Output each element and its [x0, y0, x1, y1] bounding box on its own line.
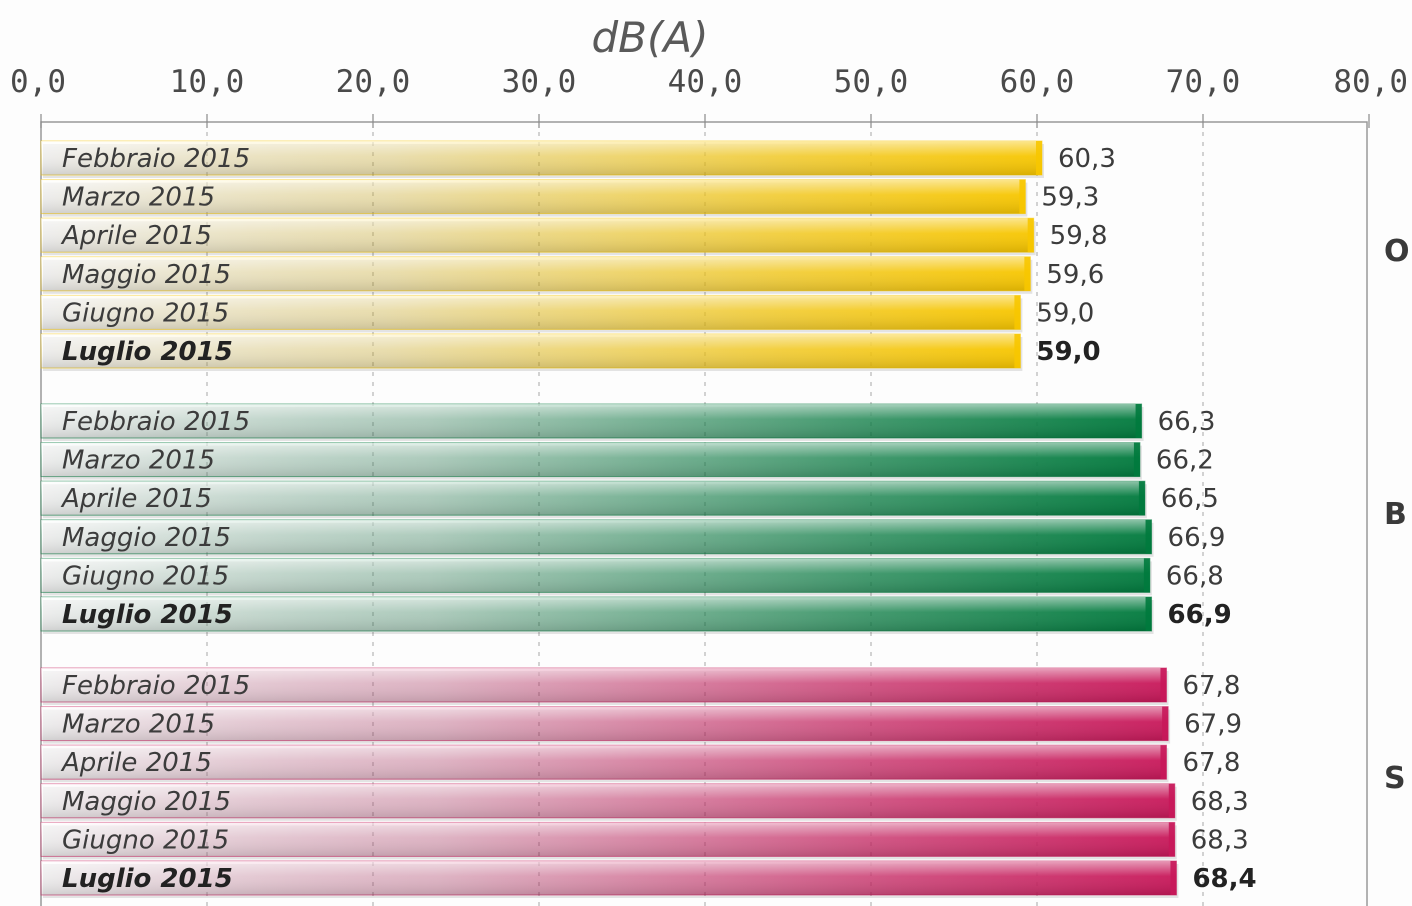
bar-highlight — [41, 706, 1169, 741]
category-label: Luglio 2015 — [62, 600, 233, 630]
bar-highlight — [41, 295, 1021, 330]
x-tick-label: 60,0 — [1000, 64, 1075, 100]
bar-end-cap — [1143, 558, 1150, 593]
category-label: Marzo 2015 — [62, 446, 215, 476]
value-label: 59,0 — [1036, 298, 1094, 328]
x-tick-label: 0,0 — [10, 64, 66, 100]
category-label: Giugno 2015 — [62, 561, 229, 591]
category-label: Maggio 2015 — [62, 787, 231, 817]
category-label: Luglio 2015 — [62, 337, 233, 367]
category-label: Aprile 2015 — [60, 748, 212, 778]
value-label: 59,0 — [1036, 337, 1100, 367]
bar-highlight — [41, 519, 1152, 554]
bar-highlight — [41, 822, 1175, 857]
value-label: 67,8 — [1182, 671, 1240, 701]
bar-end-cap — [1024, 256, 1031, 291]
x-tick-label: 50,0 — [834, 64, 909, 100]
bar-group-b: Febbraio 2015 66,3 Marzo 2015 66,2 Aprile 20… — [40, 403, 1407, 634]
bar-end-cap — [1019, 179, 1026, 214]
group-label: S — [1384, 761, 1406, 796]
category-label: Giugno 2015 — [62, 825, 229, 855]
bar-end-cap — [1168, 822, 1175, 857]
category-label: Maggio 2015 — [62, 260, 231, 290]
bar-end-cap — [1014, 334, 1021, 368]
bar-end-cap — [1133, 442, 1140, 477]
bar-highlight — [41, 597, 1152, 631]
category-label: Febbraio 2015 — [62, 407, 250, 437]
value-label: 66,9 — [1168, 523, 1226, 553]
category-label: Aprile 2015 — [60, 484, 212, 514]
value-label: 66,3 — [1158, 407, 1216, 437]
bar-end-cap — [1160, 745, 1167, 780]
value-label: 66,8 — [1166, 561, 1224, 591]
category-label: Febbraio 2015 — [62, 671, 250, 701]
bar-highlight — [41, 558, 1150, 593]
value-label: 68,3 — [1191, 787, 1249, 817]
bar-end-cap — [1138, 481, 1145, 516]
value-label: 68,4 — [1192, 864, 1256, 894]
x-tick-label: 70,0 — [1166, 64, 1241, 100]
value-label: 59,6 — [1046, 260, 1104, 290]
value-label: 59,3 — [1041, 183, 1099, 213]
bar-highlight — [41, 745, 1167, 780]
value-label: 67,8 — [1182, 748, 1240, 778]
category-label: Giugno 2015 — [62, 298, 229, 328]
category-label: Aprile 2015 — [60, 221, 212, 251]
bar-end-cap — [1145, 597, 1152, 631]
bar-group-o: Febbraio 2015 60,3 Marzo 2015 59,3 Aprile 20… — [40, 140, 1410, 371]
x-axis-ticks: 0,0 10,0 20,0 30,0 40,0 50,0 60,0 70,0 80,0 — [10, 64, 1408, 128]
value-label: 60,3 — [1058, 144, 1116, 174]
category-label: Febbraio 2015 — [62, 144, 250, 174]
bar-end-cap — [1170, 861, 1177, 895]
value-label: 68,3 — [1191, 825, 1249, 855]
bar-groups: Febbraio 2015 60,3 Marzo 2015 59,3 Aprile 20… — [40, 140, 1410, 898]
category-label: Luglio 2015 — [62, 864, 233, 894]
x-tick-label: 40,0 — [668, 64, 743, 100]
x-tick-label: 10,0 — [170, 64, 245, 100]
bar-highlight — [41, 668, 1167, 702]
bar-highlight — [41, 404, 1142, 438]
value-label: 66,9 — [1168, 600, 1232, 630]
bar-end-cap — [1162, 706, 1169, 741]
x-tick-label: 20,0 — [336, 64, 411, 100]
group-label: B — [1384, 497, 1407, 532]
value-label: 59,8 — [1050, 221, 1108, 251]
x-tick-label: 80,0 — [1333, 64, 1408, 100]
category-label: Maggio 2015 — [62, 523, 231, 553]
bar-end-cap — [1035, 141, 1042, 175]
value-label: 66,2 — [1156, 446, 1214, 476]
bar-highlight — [41, 218, 1034, 253]
bar-highlight — [41, 442, 1140, 477]
x-axis-title: dB(A) — [592, 13, 709, 62]
bar-end-cap — [1145, 519, 1152, 554]
bar-highlight — [41, 256, 1031, 291]
bar-end-cap — [1027, 218, 1034, 253]
group-label: O — [1384, 234, 1410, 269]
bar-end-cap — [1160, 668, 1167, 702]
bar-highlight — [41, 481, 1145, 516]
category-label: Marzo 2015 — [62, 183, 215, 213]
value-label: 67,9 — [1184, 710, 1242, 740]
plot-area-frame — [40, 121, 1368, 906]
x-tick-label: 30,0 — [502, 64, 577, 100]
bar-group-s: Febbraio 2015 67,8 Marzo 2015 67,9 Aprile 20… — [40, 667, 1406, 898]
category-label: Marzo 2015 — [62, 710, 215, 740]
bar-highlight — [41, 334, 1021, 368]
bar-highlight — [41, 179, 1026, 214]
bar-end-cap — [1168, 783, 1175, 818]
bar-highlight — [41, 861, 1177, 895]
bar-highlight — [41, 783, 1175, 818]
bar-highlight — [41, 141, 1042, 175]
bar-end-cap — [1135, 404, 1142, 438]
bar-end-cap — [1014, 295, 1021, 330]
value-label: 66,5 — [1161, 484, 1219, 514]
